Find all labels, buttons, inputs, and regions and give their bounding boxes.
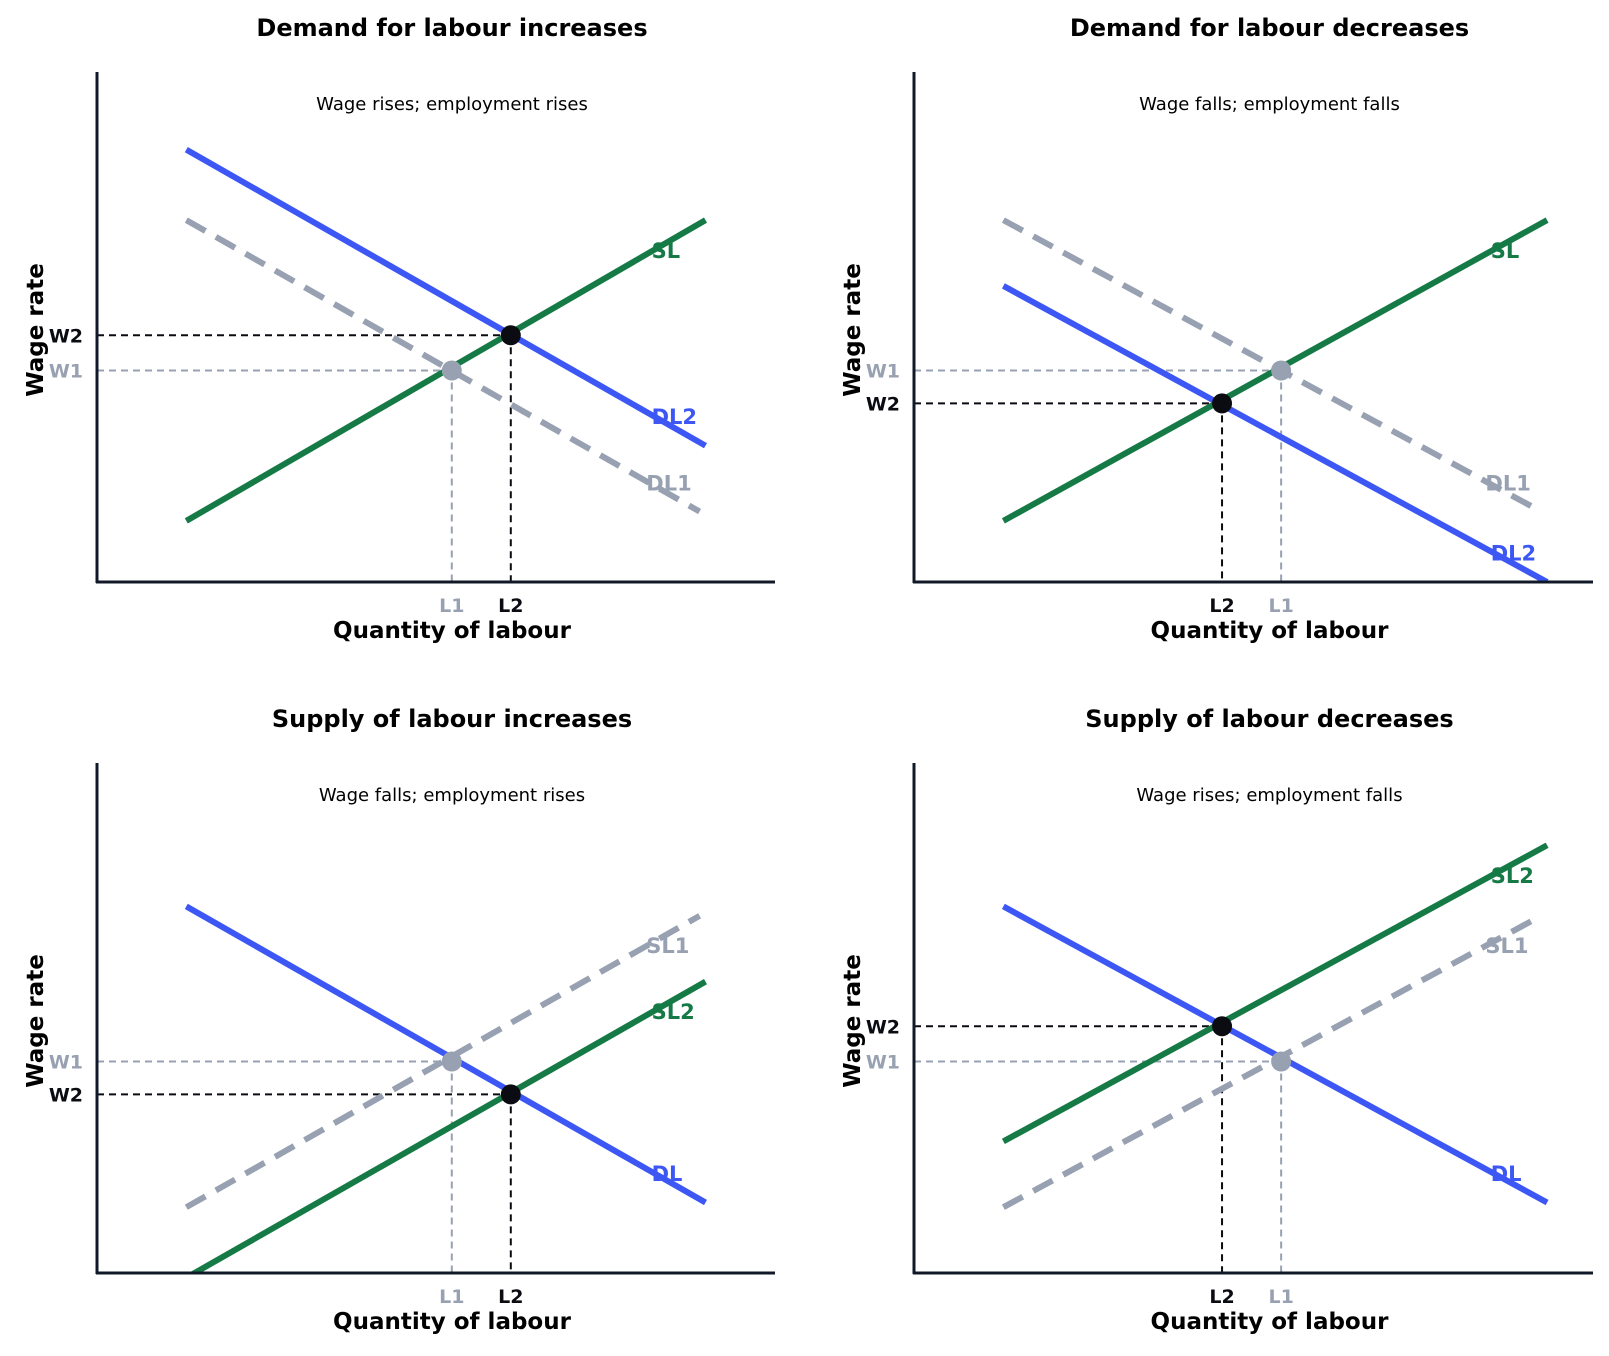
series-line-dl1 (1001, 217, 1543, 515)
wage-tick-w2: W2 (49, 1084, 83, 1106)
series-line-sl2 (188, 978, 707, 1273)
x-axis-label: Quantity of labour (1151, 1309, 1390, 1335)
series-label-dl2: DL2 (652, 405, 697, 429)
x-axis-label: Quantity of labour (1151, 618, 1390, 644)
quantity-tick-l2: L2 (1209, 1286, 1234, 1308)
chart-panel: Demand for labour decreases Wage falls; e… (840, 14, 1593, 644)
series-label-dl1: DL1 (646, 471, 691, 495)
y-axis-label: Wage rate (840, 263, 866, 397)
quantity-tick-l1: L1 (439, 595, 464, 617)
series-label-sl2: SL2 (1491, 864, 1534, 888)
chart-note: Wage falls; employment rises (319, 785, 585, 806)
series-label-sl2: SL2 (652, 1000, 695, 1024)
y-axis-label: Wage rate (23, 954, 49, 1088)
series-label-dl1: DL1 (1485, 471, 1530, 495)
equilibrium-point-w1 (441, 360, 462, 381)
series-label-sl1: SL1 (1485, 934, 1528, 958)
equilibrium-point-w2 (500, 1084, 521, 1105)
wage-tick-w1: W1 (49, 361, 83, 383)
wage-tick-w2: W2 (49, 325, 83, 347)
chart-title: Demand for labour decreases (1070, 14, 1469, 42)
chart-panel: Supply of labour increases Wage falls; em… (23, 705, 775, 1335)
chart-note: Wage rises; employment rises (316, 94, 588, 115)
x-axis-label: Quantity of labour (333, 618, 572, 644)
series-line-sl1 (184, 913, 702, 1210)
wage-tick-w1: W1 (49, 1052, 83, 1074)
chart-title: Supply of labour decreases (1085, 705, 1453, 733)
wage-tick-w2: W2 (866, 393, 900, 415)
series-line-sl2 (1001, 842, 1549, 1145)
y-axis-label: Wage rate (23, 263, 49, 397)
x-axis-label: Quantity of labour (333, 1309, 572, 1335)
equilibrium-point-w2 (500, 325, 521, 346)
wage-tick-w1: W1 (866, 1052, 900, 1074)
equilibrium-point-w1 (1271, 1051, 1292, 1072)
quantity-tick-l2: L2 (498, 1286, 523, 1308)
wage-tick-w1: W1 (866, 361, 900, 383)
equilibrium-point-w1 (1271, 360, 1292, 381)
y-axis-label: Wage rate (840, 954, 866, 1088)
equilibrium-point-w2 (1212, 1016, 1233, 1037)
quantity-tick-l2: L2 (1209, 595, 1234, 617)
series-label-dl: DL (652, 1162, 683, 1186)
chart-note: Wage rises; employment falls (1136, 785, 1402, 806)
equilibrium-point-w1 (441, 1051, 462, 1072)
series-line-dl2 (1001, 283, 1549, 582)
equilibrium-point-w2 (1212, 393, 1233, 414)
chart-panel: Demand for labour increases Wage rises; e… (23, 14, 775, 644)
series-line-dl1 (184, 217, 702, 515)
quantity-tick-l2: L2 (498, 595, 523, 617)
series-label-sl1: SL1 (646, 934, 689, 958)
chart-note: Wage falls; employment falls (1139, 94, 1400, 115)
wage-tick-w2: W2 (866, 1016, 900, 1038)
series-label-sl: SL (652, 239, 681, 263)
chart-title: Supply of labour increases (272, 705, 632, 733)
quantity-tick-l1: L1 (1268, 595, 1293, 617)
series-label-dl: DL (1491, 1162, 1522, 1186)
series-label-dl2: DL2 (1491, 541, 1536, 565)
plot-area (97, 903, 707, 1273)
plot-area (97, 146, 708, 582)
series-label-sl: SL (1491, 239, 1520, 263)
quantity-tick-l1: L1 (1268, 1286, 1293, 1308)
chart-panel: Supply of labour decreases Wage rises; em… (840, 705, 1593, 1335)
quantity-tick-l1: L1 (439, 1286, 464, 1308)
series-line-dl2 (184, 146, 707, 449)
plot-area (914, 842, 1549, 1273)
chart-title: Demand for labour increases (256, 14, 647, 42)
